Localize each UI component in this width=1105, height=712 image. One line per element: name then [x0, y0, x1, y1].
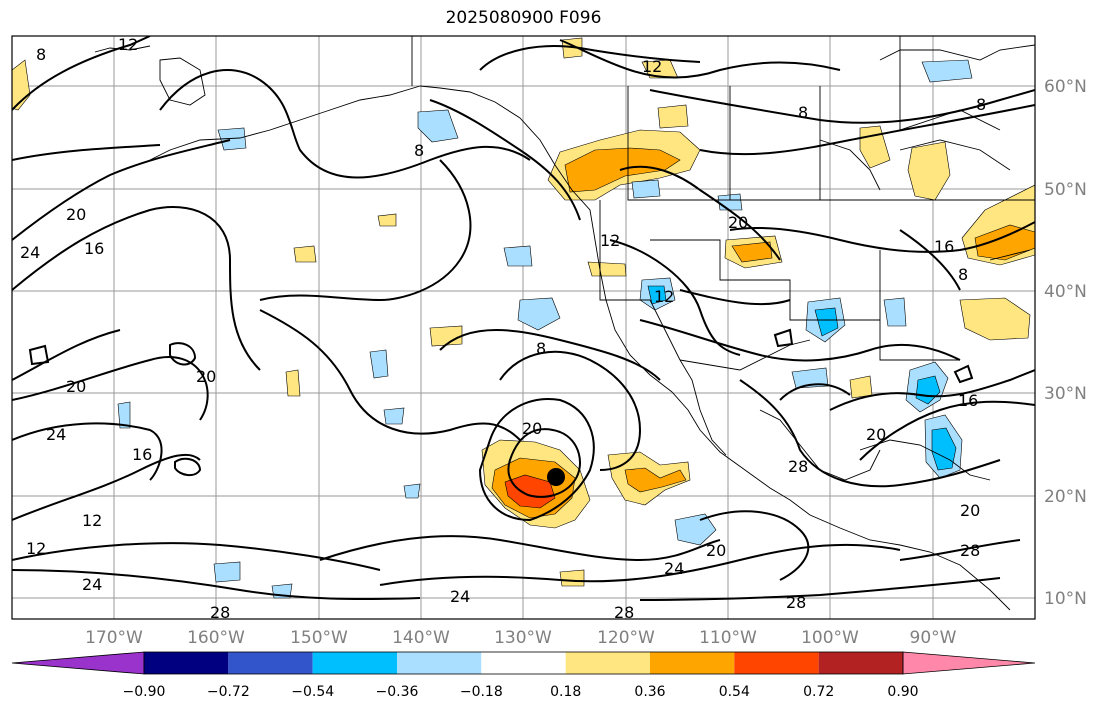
colorbar-extend-high — [902, 651, 1036, 675]
contour-label: 20 — [866, 425, 886, 444]
lat-tick-label: 10°N — [1044, 589, 1087, 609]
lon-tick-label: 110°W — [699, 628, 757, 648]
colorbar-tick-label: −0.36 — [376, 684, 419, 700]
colorbar-swatch — [312, 652, 397, 674]
contour-label: 24 — [20, 243, 40, 262]
lon-tick-label: 90°W — [910, 628, 957, 648]
contour-label: 20 — [522, 419, 542, 438]
contour-label: 12 — [600, 231, 620, 250]
contour-label: 20 — [960, 501, 980, 520]
contour-label-group: 8 12 20 24 16 20 24 16 12 12 24 28 8 8 2… — [20, 35, 986, 622]
colorbar-tick-label: −0.72 — [207, 684, 250, 700]
contour-label: 16 — [958, 391, 978, 410]
colorbar-frame — [143, 651, 904, 675]
colorbar-swatch — [481, 652, 566, 674]
colorbar-tick-label: −0.18 — [460, 684, 503, 700]
contour-label: 20 — [728, 213, 748, 232]
colorbar-tick-label: −0.54 — [291, 684, 334, 700]
lon-tick-label: 150°W — [290, 628, 348, 648]
longitude-axis: 170°W 160°W 150°W 140°W 130°W 120°W 110°… — [85, 628, 957, 648]
lon-tick-label: 130°W — [494, 628, 552, 648]
contour-label: 12 — [118, 35, 138, 54]
colorbar-tick-label: 0.54 — [719, 684, 750, 700]
colorbar-swatch — [397, 652, 482, 674]
lat-tick-label: 40°N — [1044, 282, 1087, 302]
lat-tick-label: 60°N — [1044, 77, 1087, 97]
lon-tick-label: 100°W — [801, 628, 859, 648]
contour-label: 16 — [132, 445, 152, 464]
lon-tick-label: 170°W — [85, 628, 143, 648]
colorbar-tick-label: 0.18 — [550, 684, 581, 700]
colorbar-tick-label: 0.72 — [803, 684, 834, 700]
colorbar-tick-label: −0.90 — [123, 684, 166, 700]
colorbar-swatch — [565, 652, 650, 674]
lat-tick-label: 50°N — [1044, 180, 1087, 200]
colorbar-tick-label: 0.90 — [887, 684, 918, 700]
contour-lines — [12, 36, 1035, 601]
contour-label: 12 — [654, 287, 674, 306]
contour-label: 20 — [66, 205, 86, 224]
lon-tick-label: 120°W — [597, 628, 655, 648]
contour-label: 28 — [614, 603, 634, 622]
contour-label: 20 — [196, 367, 216, 386]
lon-tick-label: 140°W — [392, 628, 450, 648]
colorbar-tick-label: 0.36 — [634, 684, 665, 700]
contour-label: 24 — [450, 587, 470, 606]
latitude-axis: 10°N 20°N 30°N 40°N 50°N 60°N — [1044, 77, 1087, 609]
contour-label: 24 — [46, 425, 66, 444]
colorbar-swatch — [818, 652, 903, 674]
lat-tick-label: 20°N — [1044, 487, 1087, 507]
negative-anomaly-shading — [117, 59, 973, 599]
colorbar-swatch — [228, 652, 313, 674]
contour-label: 20 — [706, 541, 726, 560]
contour-label: 24 — [664, 559, 684, 578]
contour-label: 8 — [36, 45, 46, 64]
contour-label: 8 — [798, 103, 808, 122]
lat-tick-label: 30°N — [1044, 384, 1087, 404]
contour-label: 12 — [642, 57, 662, 76]
contour-label: 20 — [66, 377, 86, 396]
contour-label: 12 — [82, 511, 102, 530]
colorbar: −0.90 −0.72 −0.54 −0.36 −0.18 0.18 0.36 0.54 0.7… — [11, 651, 1036, 700]
storm-center-marker — [547, 468, 565, 486]
colorbar-swatch — [650, 652, 735, 674]
contour-label: 28 — [788, 457, 808, 476]
contour-label: 12 — [26, 539, 46, 558]
contour-label: 16 — [934, 237, 954, 256]
contour-label: 8 — [414, 141, 424, 160]
contour-label: 28 — [786, 593, 806, 612]
contour-label: 8 — [536, 339, 546, 358]
contour-label: 24 — [82, 575, 102, 594]
contour-label: 8 — [958, 265, 968, 284]
colorbar-swatch — [734, 652, 819, 674]
colorbar-extend-low — [11, 651, 145, 675]
map-frame — [11, 35, 1036, 620]
colorbar-swatch — [144, 652, 229, 674]
lon-tick-label: 160°W — [187, 628, 245, 648]
contour-label: 8 — [976, 95, 986, 114]
map-title: 2025080900 F096 — [445, 8, 602, 28]
contour-label: 28 — [210, 603, 230, 622]
contour-label: 16 — [84, 239, 104, 258]
contour-label: 28 — [960, 541, 980, 560]
